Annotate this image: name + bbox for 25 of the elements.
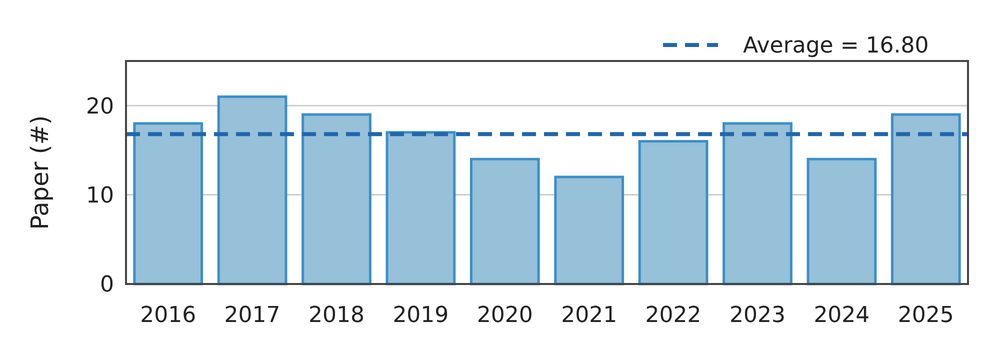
bar xyxy=(386,131,456,286)
bar xyxy=(638,140,708,286)
x-tick-label: 2020 xyxy=(476,303,533,328)
y-axis-title: Paper (#) xyxy=(26,115,54,230)
x-tick-label: 2021 xyxy=(561,303,618,328)
bar xyxy=(722,122,792,286)
legend-label: Average = 16.80 xyxy=(743,34,929,59)
x-tick-label: 2019 xyxy=(392,303,449,328)
x-tick-label: 2024 xyxy=(814,303,870,328)
y-tick-label: 0 xyxy=(100,272,114,298)
y-tick-label: 10 xyxy=(86,184,114,208)
bar xyxy=(133,122,204,286)
x-tick-label: 2017 xyxy=(224,303,280,328)
bar xyxy=(470,158,540,286)
bar xyxy=(217,95,288,286)
x-tick-label: 2022 xyxy=(645,303,702,328)
x-tick-label: 2023 xyxy=(730,303,786,328)
bar xyxy=(302,113,372,286)
bar xyxy=(890,113,961,286)
x-tick-label: 2016 xyxy=(140,303,196,328)
x-tick-label: 2025 xyxy=(898,303,954,328)
x-tick-label: 2018 xyxy=(308,303,364,328)
y-tick-label: 20 xyxy=(86,94,114,120)
bar xyxy=(554,176,624,286)
bar xyxy=(806,158,877,286)
